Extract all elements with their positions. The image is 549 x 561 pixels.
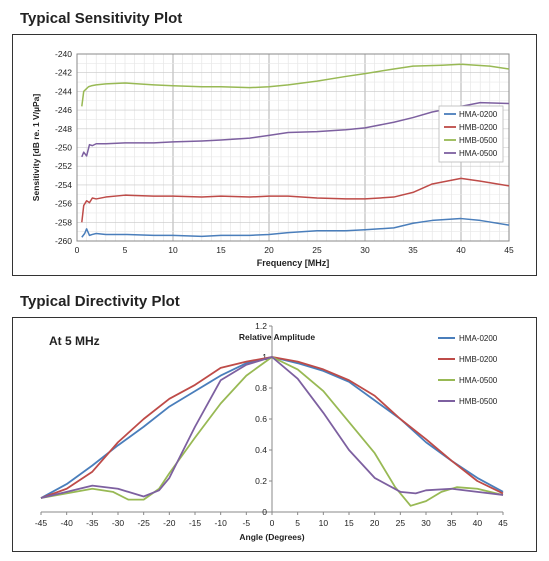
legend-entry: HMB-0200 [459,123,498,132]
x-tick-label: -5 [243,518,251,528]
legend-entry: HMA-0500 [459,149,498,158]
x-tick-label: -15 [189,518,202,528]
x-tick-label: 10 [168,245,178,255]
y-tick-label: 1 [262,352,267,362]
y-tick-label: -244 [55,86,72,96]
y-tick-label: -260 [55,236,72,246]
x-tick-label: 20 [264,245,274,255]
legend: HMA-0200 HMB-0200 HMA-0500 HMB-0500 [438,334,498,406]
sensitivity-chart-frame: 0 5 10 15 20 25 30 35 40 45 -240 -242 -244 -246 -248 -2… [12,34,537,276]
y-tick-label: 1.2 [255,321,267,331]
y-axis-label: Relative Amplitude [239,332,315,342]
x-tick-label: 35 [408,245,418,255]
legend-entry: HMB-0500 [459,136,498,145]
x-axis-label: Frequency [MHz] [257,258,330,268]
y-tick-label: 0.8 [255,383,267,393]
plot-area-border [76,53,510,242]
x-tick-label: 0 [270,518,275,528]
x-tick-label: -35 [86,518,99,528]
y-tick-label: 0.2 [255,476,267,486]
legend-entry: HMA-0200 [459,110,498,119]
x-tick-label: 25 [396,518,406,528]
x-tick-label: -10 [215,518,228,528]
series-line-hma-0500 [81,101,510,158]
x-tick-label: 10 [319,518,329,528]
x-tick-label: 35 [447,518,457,528]
y-tick-label: -242 [55,68,72,78]
sensitivity-chart: 0 5 10 15 20 25 30 35 40 45 -240 -242 -244 -246 -248 -2… [31,49,514,268]
y-tick-label: 0.4 [255,445,267,455]
directivity-plot-title: Typical Directivity Plot [20,293,180,310]
legend-entry: HMA-0200 [459,334,498,343]
directivity-chart: -45 -40 -35 -30 -25 -20 -15 -10 -5 0 5 10 15 20 25 30 35… [35,321,508,542]
x-axis-label: Angle (Degrees) [239,532,304,542]
x-tick-label: 5 [295,518,300,528]
x-tick-label: 45 [504,245,514,255]
legend-entry: HMA-0500 [459,376,498,385]
x-tick-label: 40 [456,245,466,255]
y-tick-label: -248 [55,124,72,134]
x-tick-label: -30 [112,518,125,528]
x-tick-label: -40 [61,518,74,528]
x-tick-label: -25 [138,518,151,528]
y-tick-label: -254 [55,180,72,190]
series-line-hma-0200 [81,217,510,238]
y-tick-label: -252 [55,161,72,171]
legend-entry: HMB-0500 [459,397,498,406]
legend: HMA-0200 HMB-0200 HMB-0500 HMA-0500 [438,105,504,163]
x-tick-label: 25 [312,245,322,255]
y-tick-label: 0.6 [255,414,267,424]
x-tick-label: 15 [344,518,354,528]
x-tick-label: 45 [498,518,508,528]
x-tick-label: 20 [370,518,380,528]
y-tick-label: -256 [55,199,72,209]
y-tick-label: 0 [262,507,267,517]
directivity-chart-frame: -45 -40 -35 -30 -25 -20 -15 -10 -5 0 5 10 15 20 25 30 35… [12,317,537,552]
y-tick-label: -240 [55,49,72,59]
y-tick-label: -258 [55,217,72,227]
legend-entry: HMB-0200 [459,355,498,364]
x-tick-label: 5 [123,245,128,255]
y-tick-label: -250 [55,143,72,153]
frequency-annotation: At 5 MHz [49,334,100,348]
x-tick-label: -20 [163,518,176,528]
x-tick-label: -45 [35,518,48,528]
x-tick-label: 30 [421,518,431,528]
y-tick-label: -246 [55,105,72,115]
x-tick-label: 0 [75,245,80,255]
y-axis-label: Sensitivity [dB re. 1 V/µPa] [31,94,41,202]
series-line-hmb-0200 [81,177,510,223]
x-tick-label: 15 [216,245,226,255]
series-line-hmb-0500 [81,63,510,107]
series-line-hmb-0500 [40,356,504,499]
x-tick-label: 40 [473,518,483,528]
sensitivity-plot-title: Typical Sensitivity Plot [20,10,183,27]
x-tick-label: 30 [360,245,370,255]
